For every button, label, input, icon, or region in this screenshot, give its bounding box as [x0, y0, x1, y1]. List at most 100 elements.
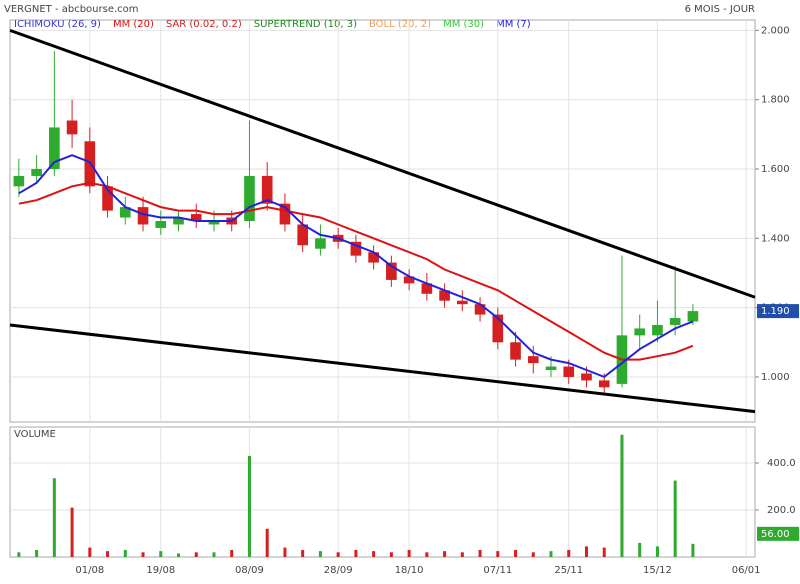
candle-body	[13, 175, 25, 187]
y-tick-label: 1.000	[761, 372, 790, 383]
candle-body	[527, 356, 539, 364]
candle-body	[510, 342, 521, 360]
price-panel	[9, 19, 756, 423]
candle-body	[279, 203, 291, 225]
legend-entry: MM (7)	[496, 19, 531, 30]
volume-bar	[460, 552, 464, 557]
volume-bar	[584, 546, 588, 557]
candle-body	[190, 214, 202, 221]
candle-body	[208, 221, 220, 225]
volume-bar	[159, 551, 163, 557]
volume-bar	[17, 552, 21, 557]
volume-bar	[106, 551, 110, 557]
volume-bar	[407, 549, 411, 557]
volume-bar	[141, 552, 145, 557]
volume-bar	[301, 549, 305, 557]
x-tick-label: 19/08	[146, 565, 175, 576]
candle-body	[315, 238, 326, 249]
volume-bar	[318, 551, 322, 557]
period-label: 6 MOIS - JOUR	[685, 4, 755, 15]
legend-entry: BOLL (20, 2)	[369, 19, 431, 30]
indicator-line	[18, 181, 694, 361]
volume-bar	[602, 547, 606, 557]
volume-bar	[52, 478, 56, 557]
y-tick-label: 200.0	[767, 505, 796, 516]
volume-bar	[230, 549, 234, 557]
candle-body	[634, 328, 646, 336]
candle-body	[563, 366, 575, 377]
volume-bar	[549, 551, 553, 557]
volume-bar	[35, 549, 39, 557]
candle-body	[49, 127, 60, 170]
candle-body	[652, 324, 663, 336]
volume-bar	[336, 552, 340, 557]
volume-bar	[123, 549, 127, 557]
candle-body	[687, 311, 699, 322]
volume-bar	[212, 552, 216, 557]
candle-body	[457, 300, 468, 305]
volume-bar	[496, 551, 500, 557]
volume-bar	[88, 547, 92, 557]
candle-body	[368, 252, 379, 263]
candle-body	[261, 175, 273, 204]
candle-body	[669, 318, 681, 325]
volume-bar	[283, 547, 287, 557]
candle-body	[474, 304, 486, 315]
volume-bar	[247, 455, 251, 557]
volume-bar	[478, 549, 482, 557]
candle-body	[421, 283, 433, 294]
x-tick-label: 18/10	[395, 565, 424, 576]
volume-panel	[9, 426, 756, 558]
x-tick-label: 25/11	[554, 565, 583, 576]
y-tick-label: 1.600	[761, 164, 790, 175]
indicator-line	[18, 154, 694, 379]
x-tick-label: 28/09	[324, 565, 353, 576]
volume-bar	[531, 552, 535, 557]
volume-bar	[372, 551, 376, 557]
x-tick-label: 07/11	[483, 565, 512, 576]
candle-body	[119, 207, 131, 218]
candle-body	[581, 373, 592, 381]
volume-bar	[673, 480, 677, 557]
candle-body	[102, 186, 113, 211]
trend-line	[9, 323, 756, 414]
legend-entry: ICHIMOKU (26, 9)	[14, 19, 101, 30]
y-tick-label: 2.000	[761, 25, 790, 36]
x-tick-label: 08/09	[235, 565, 264, 576]
y-tick-label: 400.0	[767, 458, 796, 469]
y-tick-label: 1.400	[761, 233, 790, 244]
volume-bar	[691, 543, 695, 557]
volume-bar	[389, 552, 393, 557]
legend-entry: MM (30)	[443, 19, 484, 30]
last-value-label: 1.190	[761, 306, 790, 317]
chart-title: VERGNET - abcbourse.com	[4, 4, 139, 15]
legend-entry: SUPERTREND (10, 3)	[254, 19, 357, 30]
volume-bar	[70, 507, 74, 557]
volume-bar	[655, 546, 659, 557]
candle-body	[244, 175, 255, 221]
volume-bar	[425, 552, 429, 557]
candle-body	[492, 314, 504, 343]
y-tick-label: 1.800	[761, 95, 790, 106]
trend-line	[9, 28, 756, 299]
last-value-tag	[757, 304, 799, 319]
last-value-label: 56.00	[761, 529, 790, 540]
candle-body	[66, 120, 78, 135]
volume-bar	[177, 553, 181, 557]
candle-body	[598, 380, 610, 388]
x-tick-label: 01/08	[75, 565, 104, 576]
legend-entry: SAR (0.02, 0.2)	[166, 19, 242, 30]
candle-body	[155, 221, 167, 228]
candle-body	[439, 290, 450, 301]
candle-body	[31, 169, 42, 176]
volume-title: VOLUME	[14, 429, 56, 440]
volume-bar	[638, 542, 642, 557]
candle-body	[137, 207, 149, 225]
candle-body	[173, 217, 184, 225]
candle-body	[403, 276, 415, 284]
candle-body	[386, 262, 397, 280]
candle-body	[297, 224, 308, 246]
legend-entry: MM (20)	[113, 19, 154, 30]
x-tick-label: 06/01	[732, 565, 761, 576]
